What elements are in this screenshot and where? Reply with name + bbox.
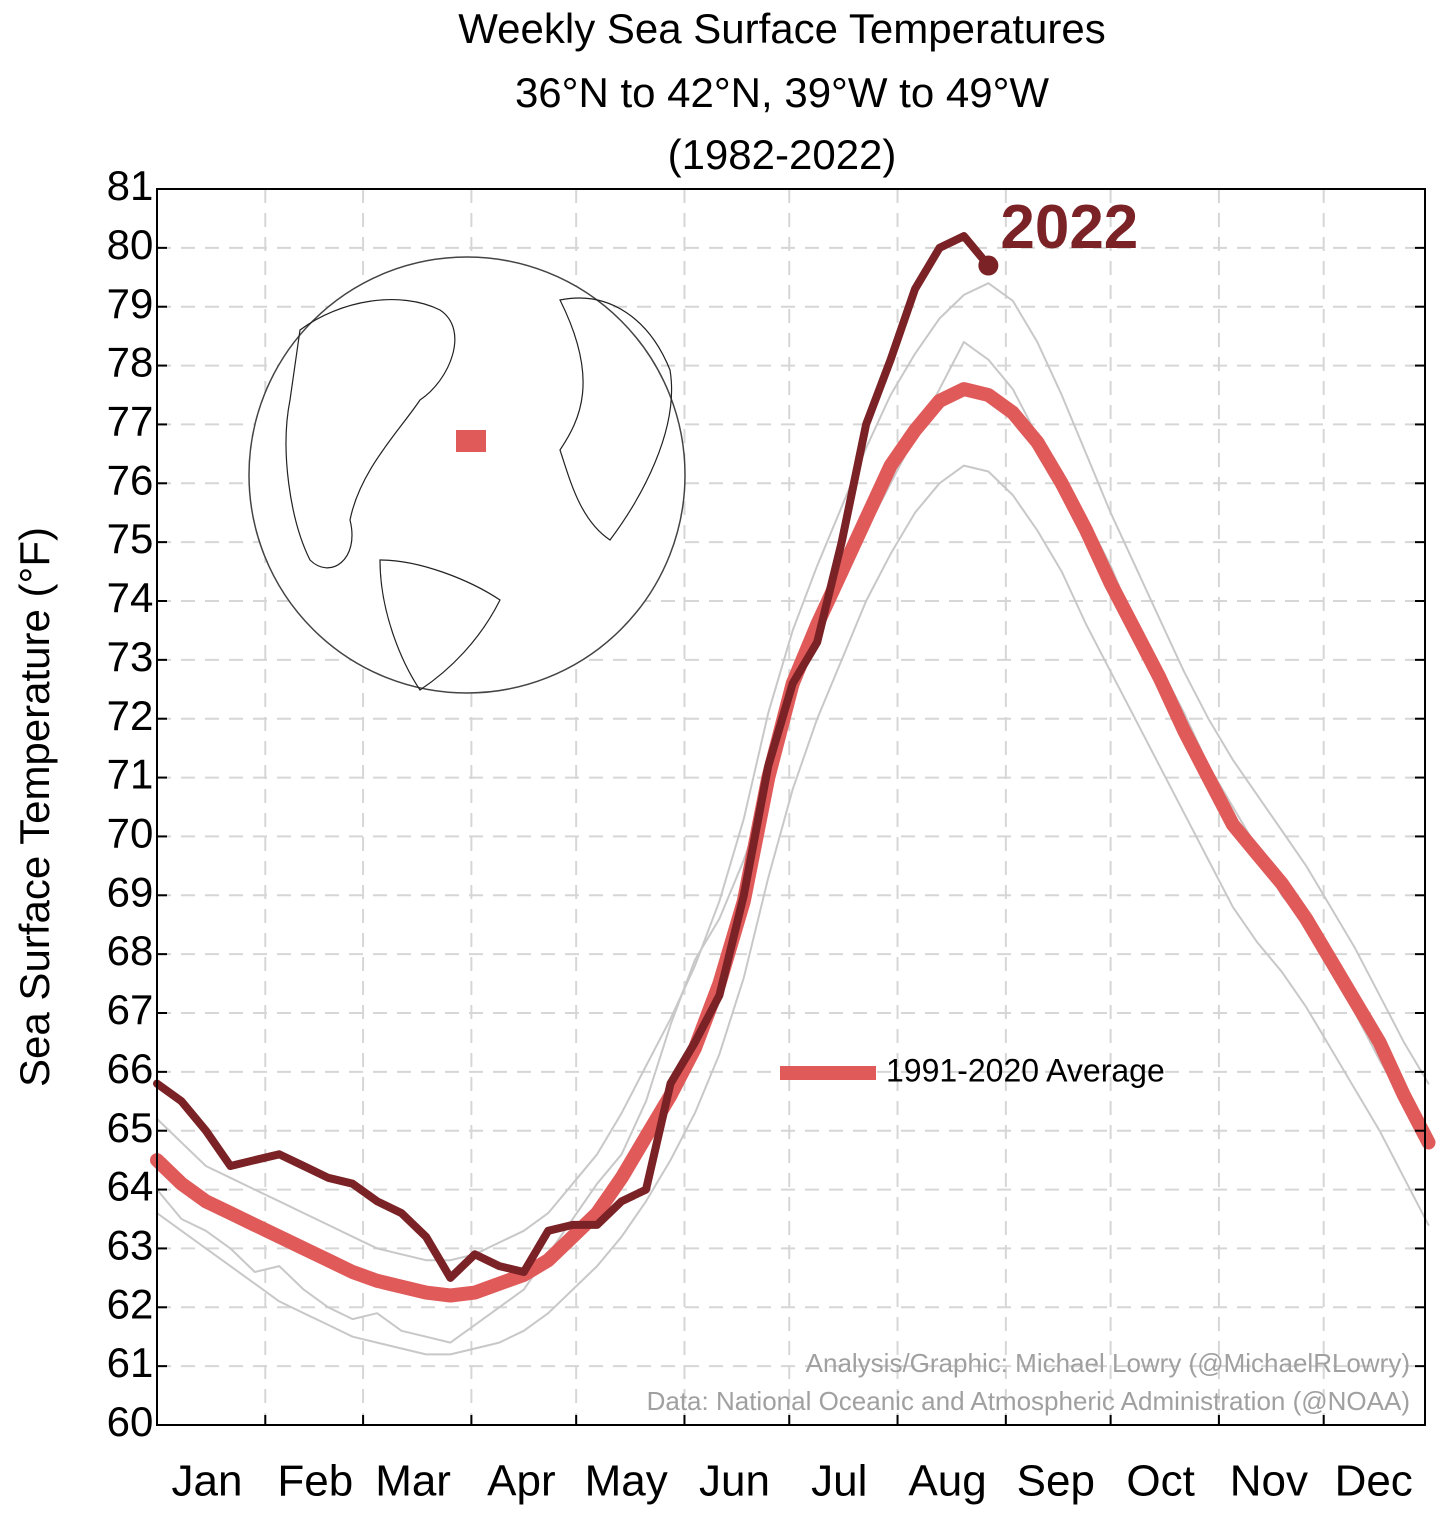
x-tick-label: Jun [699,1457,770,1506]
credit: Analysis/Graphic: Michael Lowry (@Michae… [806,1348,1410,1378]
y-tick-label: 63 [107,1222,154,1269]
x-tick-label: Aug [908,1457,986,1506]
y-tick-label: 69 [107,868,154,915]
y-tick-label: 60 [107,1398,154,1445]
globe-outline [248,256,686,694]
x-tick-label: Sep [1017,1457,1095,1506]
y-tick-label: 65 [107,1104,154,1151]
y-tick-label: 64 [107,1163,154,1210]
y-tick-label: 72 [107,692,154,739]
y-tick-label: 66 [107,1045,154,1092]
end-point [978,255,999,276]
x-tick-label: Jan [172,1457,243,1506]
y-tick-label: 68 [107,927,154,974]
continents [285,297,672,691]
credit: Data: National Oceanic and Atmospheric A… [647,1386,1410,1416]
plot-frame [156,188,1426,1426]
x-tick-label: Nov [1230,1457,1308,1506]
grid [157,188,1425,1426]
y-tick-label: 73 [107,633,154,680]
chart-title: Weekly Sea Surface Temperatures [458,5,1105,52]
plot-area: 2022 [150,193,1436,1356]
x-tick-label: May [585,1457,668,1506]
y-tick-label: 70 [107,810,154,857]
y-tick-label: 67 [107,986,154,1033]
globe-inset [248,256,686,694]
y-tick-label: 77 [107,398,154,445]
series-line [156,464,1430,1356]
y-tick-label: 78 [107,339,154,386]
x-tick-label: Dec [1335,1457,1413,1506]
x-tick-label: Oct [1126,1457,1194,1506]
y-tick-label: 62 [107,1280,154,1327]
y-tick-label: 75 [107,515,154,562]
x-tick-label: Feb [277,1457,353,1506]
y-tick-label: 74 [107,574,154,621]
legend-label: 1991-2020 Average [886,1052,1165,1088]
x-tick-label: Jul [811,1457,867,1506]
x-tick-label: Apr [487,1457,555,1506]
x-tick-label: Mar [375,1457,451,1506]
y-axis-label: Sea Surface Temperature (°F) [11,527,58,1087]
y-tick-label: 61 [107,1339,154,1386]
chart-subtitle: (1982-2022) [668,131,897,178]
series-line [153,232,993,1282]
y-tick-label: 81 [107,162,154,209]
y-tick-label: 79 [107,280,154,327]
series-line [156,282,1430,1262]
y-tick-label: 71 [107,751,154,798]
series-label: 2022 [1000,193,1138,262]
y-tick-label: 76 [107,456,154,503]
chart-subtitle: 36°N to 42°N, 39°W to 49°W [515,69,1049,116]
y-tick-label: 80 [107,221,154,268]
region-marker [456,430,486,452]
